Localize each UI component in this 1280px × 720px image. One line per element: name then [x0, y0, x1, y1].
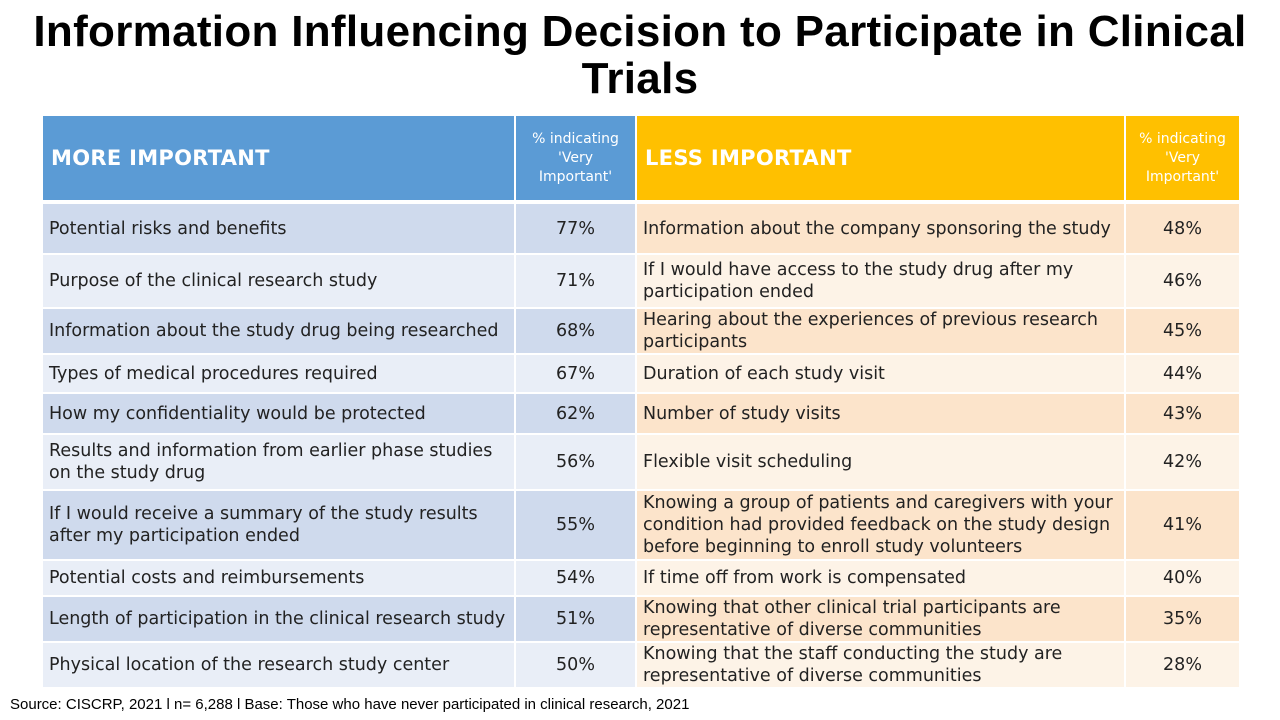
table-row: If I would receive a summary of the stud…: [41, 489, 1241, 561]
less-important-percent: 48%: [1124, 201, 1241, 255]
less-important-percent: 40%: [1124, 559, 1241, 597]
table-row: Physical location of the research study …: [41, 641, 1241, 689]
more-important-percent: 67%: [514, 353, 637, 394]
source-note: Source: CISCRP, 2021 l n= 6,288 l Base: …: [10, 696, 690, 713]
more-important-percent: 68%: [514, 307, 637, 355]
more-important-percent: 55%: [514, 489, 637, 561]
less-important-item: If I would have access to the study drug…: [635, 253, 1126, 309]
table-row: Types of medical procedures required 67%…: [41, 353, 1241, 394]
less-important-item: Knowing that other clinical trial partic…: [635, 595, 1126, 643]
more-important-percent: 71%: [514, 253, 637, 309]
more-important-percent: 77%: [514, 201, 637, 255]
more-important-item: Potential risks and benefits: [41, 201, 516, 255]
less-important-percent: 45%: [1124, 307, 1241, 355]
less-important-percent: 28%: [1124, 641, 1241, 689]
table-row: Potential costs and reimbursements 54% I…: [41, 559, 1241, 597]
less-important-item: Knowing that the staff conducting the st…: [635, 641, 1126, 689]
table-row: Information about the study drug being r…: [41, 307, 1241, 355]
less-important-item: If time off from work is compensated: [635, 559, 1126, 597]
more-important-pct-header: % indicating 'Very Important': [514, 114, 637, 204]
more-important-item: Results and information from earlier pha…: [41, 433, 516, 491]
less-important-percent: 46%: [1124, 253, 1241, 309]
more-important-header: MORE IMPORTANT: [41, 114, 516, 204]
table-header-row: MORE IMPORTANT % indicating 'Very Import…: [41, 114, 1241, 204]
table-row: Length of participation in the clinical …: [41, 595, 1241, 643]
less-important-percent: 44%: [1124, 353, 1241, 394]
less-important-percent: 43%: [1124, 392, 1241, 435]
more-important-item: Information about the study drug being r…: [41, 307, 516, 355]
more-important-percent: 51%: [514, 595, 637, 643]
table-row: Potential risks and benefits 77% Informa…: [41, 201, 1241, 255]
more-important-item: Potential costs and reimbursements: [41, 559, 516, 597]
less-important-header: LESS IMPORTANT: [635, 114, 1126, 204]
more-important-item: Purpose of the clinical research study: [41, 253, 516, 309]
less-important-item: Information about the company sponsoring…: [635, 201, 1126, 255]
less-important-percent: 41%: [1124, 489, 1241, 561]
importance-table: MORE IMPORTANT % indicating 'Very Import…: [41, 114, 1241, 689]
more-important-percent: 54%: [514, 559, 637, 597]
more-important-item: Types of medical procedures required: [41, 353, 516, 394]
more-important-item: If I would receive a summary of the stud…: [41, 489, 516, 561]
importance-table-container: MORE IMPORTANT % indicating 'Very Import…: [41, 114, 1241, 689]
page-title: Information Influencing Decision to Part…: [33, 7, 1247, 103]
less-important-item: Duration of each study visit: [635, 353, 1126, 394]
more-important-percent: 50%: [514, 641, 637, 689]
less-important-item: Knowing a group of patients and caregive…: [635, 489, 1126, 561]
less-important-percent: 42%: [1124, 433, 1241, 491]
table-row: How my confidentiality would be protecte…: [41, 392, 1241, 435]
less-important-item: Hearing about the experiences of previou…: [635, 307, 1126, 355]
more-important-item: Physical location of the research study …: [41, 641, 516, 689]
more-important-item: Length of participation in the clinical …: [41, 595, 516, 643]
less-important-pct-header: % indicating 'Very Important': [1124, 114, 1241, 204]
table-row: Purpose of the clinical research study 7…: [41, 253, 1241, 309]
more-important-item: How my confidentiality would be protecte…: [41, 392, 516, 435]
table-row: Results and information from earlier pha…: [41, 433, 1241, 491]
more-important-percent: 56%: [514, 433, 637, 491]
more-important-percent: 62%: [514, 392, 637, 435]
less-important-item: Flexible visit scheduling: [635, 433, 1126, 491]
less-important-percent: 35%: [1124, 595, 1241, 643]
less-important-item: Number of study visits: [635, 392, 1126, 435]
